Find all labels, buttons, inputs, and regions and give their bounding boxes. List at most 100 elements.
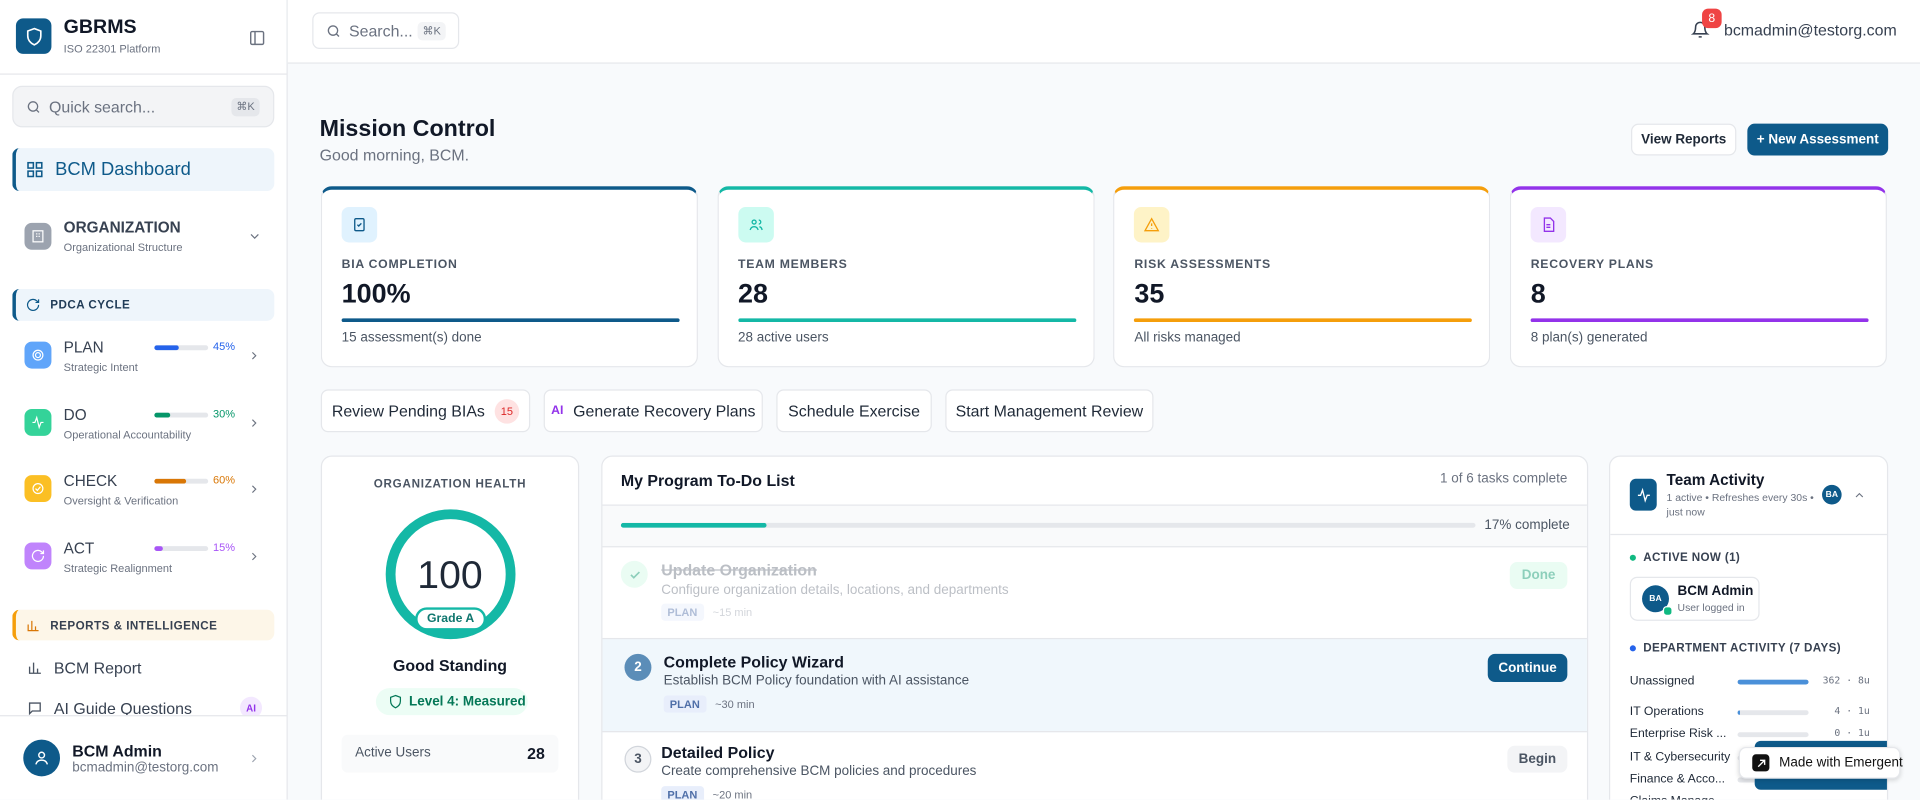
icon [26,27,42,46]
continue-button[interactable]: Continue [1487,653,1568,683]
team-subtitle: 1 active • Refreshes every 30s • just no… [1666,491,1814,518]
pdca-progress [154,345,179,351]
view-reports-button[interactable]: View Reports [1631,123,1737,156]
task-tag: PLAN [661,786,704,800]
pdca-item[interactable]: ACT Strategic Realignment 15% [12,539,274,576]
brand-name: GBRMS [63,17,137,38]
action-button[interactable]: Start Management Review [945,389,1154,433]
todo-card: My Program To-Do List 1 of 6 tasks compl… [601,455,1589,800]
path [35,759,49,765]
begin-button[interactable]: Begin [1507,745,1568,773]
pdca-item[interactable]: DO Operational Accountability 30% [12,405,274,442]
pdca-percent: 15% [213,541,236,554]
action-badge: 15 [494,398,520,424]
page-title: Mission Control [319,116,496,143]
div [1134,206,1170,243]
stat-label: RISK ASSESSMENTS [1134,258,1271,272]
stat-value: 100% [341,277,411,309]
made-with-badge[interactable]: Made with Emergent [1738,746,1903,779]
metric-value: 28 [527,744,545,763]
todo-progress-row: 17% complete [602,504,1587,548]
department-name: IT & Cybersecurity [1629,750,1731,765]
nav-organization[interactable]: ORGANIZATION Organizational Structure [12,211,274,262]
rect [354,218,365,232]
rect [35,161,43,169]
search[interactable]: Search... ⌘K [312,12,460,49]
todo-title: My Program To-Do List [620,471,795,490]
pdca-name: CHECK [63,472,118,490]
stat-label: RECOVERY PLANS [1530,258,1654,272]
user-panel[interactable]: BCM Admin bcmadmin@testorg.com [0,715,287,800]
task-time: ~20 min [712,788,753,800]
pdca-name: ACT [63,540,95,558]
icon [32,483,44,495]
path [1757,758,1765,767]
icon [749,219,763,231]
path [36,233,40,237]
pdca-track [154,478,209,484]
notifications[interactable] [1691,21,1710,39]
user-name: BCM Admin [1677,584,1754,599]
stat-card: TEAM MEMBERS 28 28 active users [717,186,1095,368]
path [390,694,402,709]
pdca-item[interactable]: CHECK Oversight & Verification 60% [12,471,274,508]
quick-search-placeholder: Quick search... [48,97,156,117]
stat-bar [1530,318,1869,323]
icon [250,234,259,240]
shortcut: ⌘K [231,97,260,117]
header-email[interactable]: bcmadmin@testorg.com [1723,20,1897,40]
collapse-button[interactable] [1853,489,1866,502]
icon [629,570,640,579]
div [1752,754,1770,772]
icon [32,230,44,243]
user-name: BCM Admin [72,742,162,761]
icon [27,101,40,113]
todo-summary: 1 of 6 tasks complete [1440,471,1568,487]
todo-progress-track [620,522,1476,528]
collapse-button[interactable] [249,29,266,46]
active-user: BA BCM Admin User logged in [1629,576,1760,621]
path [31,549,45,562]
department-name: IT Operations [1629,705,1704,719]
path [252,419,257,427]
icon [32,415,44,430]
action-button[interactable]: Review Pending BIAs 15 [320,389,531,433]
rect [35,170,43,178]
metric-label: Active Users [355,745,431,761]
path [35,109,40,113]
status-dot [1629,554,1636,561]
health-score: 100 [417,552,483,597]
section-pdca: PDCA CYCLE [12,288,275,321]
page-greeting: Good morning, BCM. [319,145,470,165]
nav-ai-guide[interactable]: AI Guide Questions AI [12,694,274,723]
div [341,206,378,243]
task-tag: PLAN [663,695,706,713]
pdca-percent: 60% [213,473,236,487]
rect [27,161,35,169]
department-track [1737,732,1809,738]
action-button[interactable]: AI Generate Recovery Plans [543,389,763,433]
avatar: BA [1822,484,1842,505]
pdca-subtitle: Strategic Intent [63,361,138,374]
new-assessment-button[interactable]: + New Assessment [1747,123,1889,156]
action-label: Start Management Review [955,401,1144,421]
stat-note: 15 assessment(s) done [341,330,482,346]
department-name: Claims Manage... [1630,795,1735,800]
action-button[interactable]: Schedule Exercise [776,389,932,433]
pdca-item[interactable]: PLAN Strategic Intent 45% [12,338,274,375]
department-activity: 362 · 8u [1822,674,1870,686]
path [28,662,41,674]
section-title: PDCA CYCLE [50,298,131,313]
div [1629,478,1657,511]
icon [26,298,40,311]
task-description: Establish BCM Policy foundation with AI … [663,673,970,689]
quick-search[interactable]: Quick search... ⌘K [12,85,275,128]
nav-report[interactable]: BCM Report [12,654,274,683]
div [24,542,52,570]
path [26,298,40,311]
level-pill: Level 4: Measured [375,688,528,716]
task-description: Configure organization details, location… [661,582,1009,598]
department-name: Enterprise Risk ... [1629,727,1727,741]
todo-progress-label: 17% complete [1484,517,1570,533]
nav-dashboard[interactable]: BCM Dashboard [12,148,275,192]
